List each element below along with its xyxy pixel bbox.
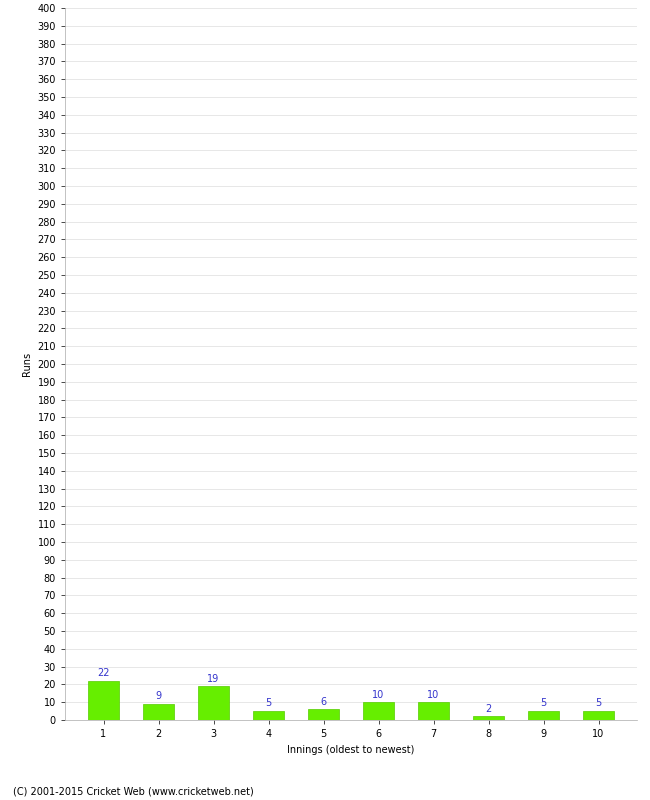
- Text: 5: 5: [540, 698, 547, 709]
- Text: 5: 5: [595, 698, 602, 709]
- X-axis label: Innings (oldest to newest): Innings (oldest to newest): [287, 745, 415, 754]
- Bar: [144, 704, 174, 720]
- Bar: [308, 710, 339, 720]
- Bar: [363, 702, 394, 720]
- Text: 5: 5: [265, 698, 272, 709]
- Bar: [473, 717, 504, 720]
- Y-axis label: Runs: Runs: [22, 352, 32, 376]
- Text: 6: 6: [320, 697, 326, 706]
- Text: 19: 19: [207, 674, 220, 683]
- Text: 22: 22: [98, 668, 110, 678]
- Bar: [198, 686, 229, 720]
- Bar: [419, 702, 448, 720]
- Text: (C) 2001-2015 Cricket Web (www.cricketweb.net): (C) 2001-2015 Cricket Web (www.cricketwe…: [13, 786, 254, 796]
- Text: 10: 10: [428, 690, 439, 699]
- Bar: [254, 711, 283, 720]
- Text: 10: 10: [372, 690, 385, 699]
- Bar: [88, 681, 118, 720]
- Bar: [528, 711, 558, 720]
- Text: 9: 9: [155, 691, 162, 702]
- Bar: [584, 711, 614, 720]
- Text: 2: 2: [486, 704, 491, 714]
